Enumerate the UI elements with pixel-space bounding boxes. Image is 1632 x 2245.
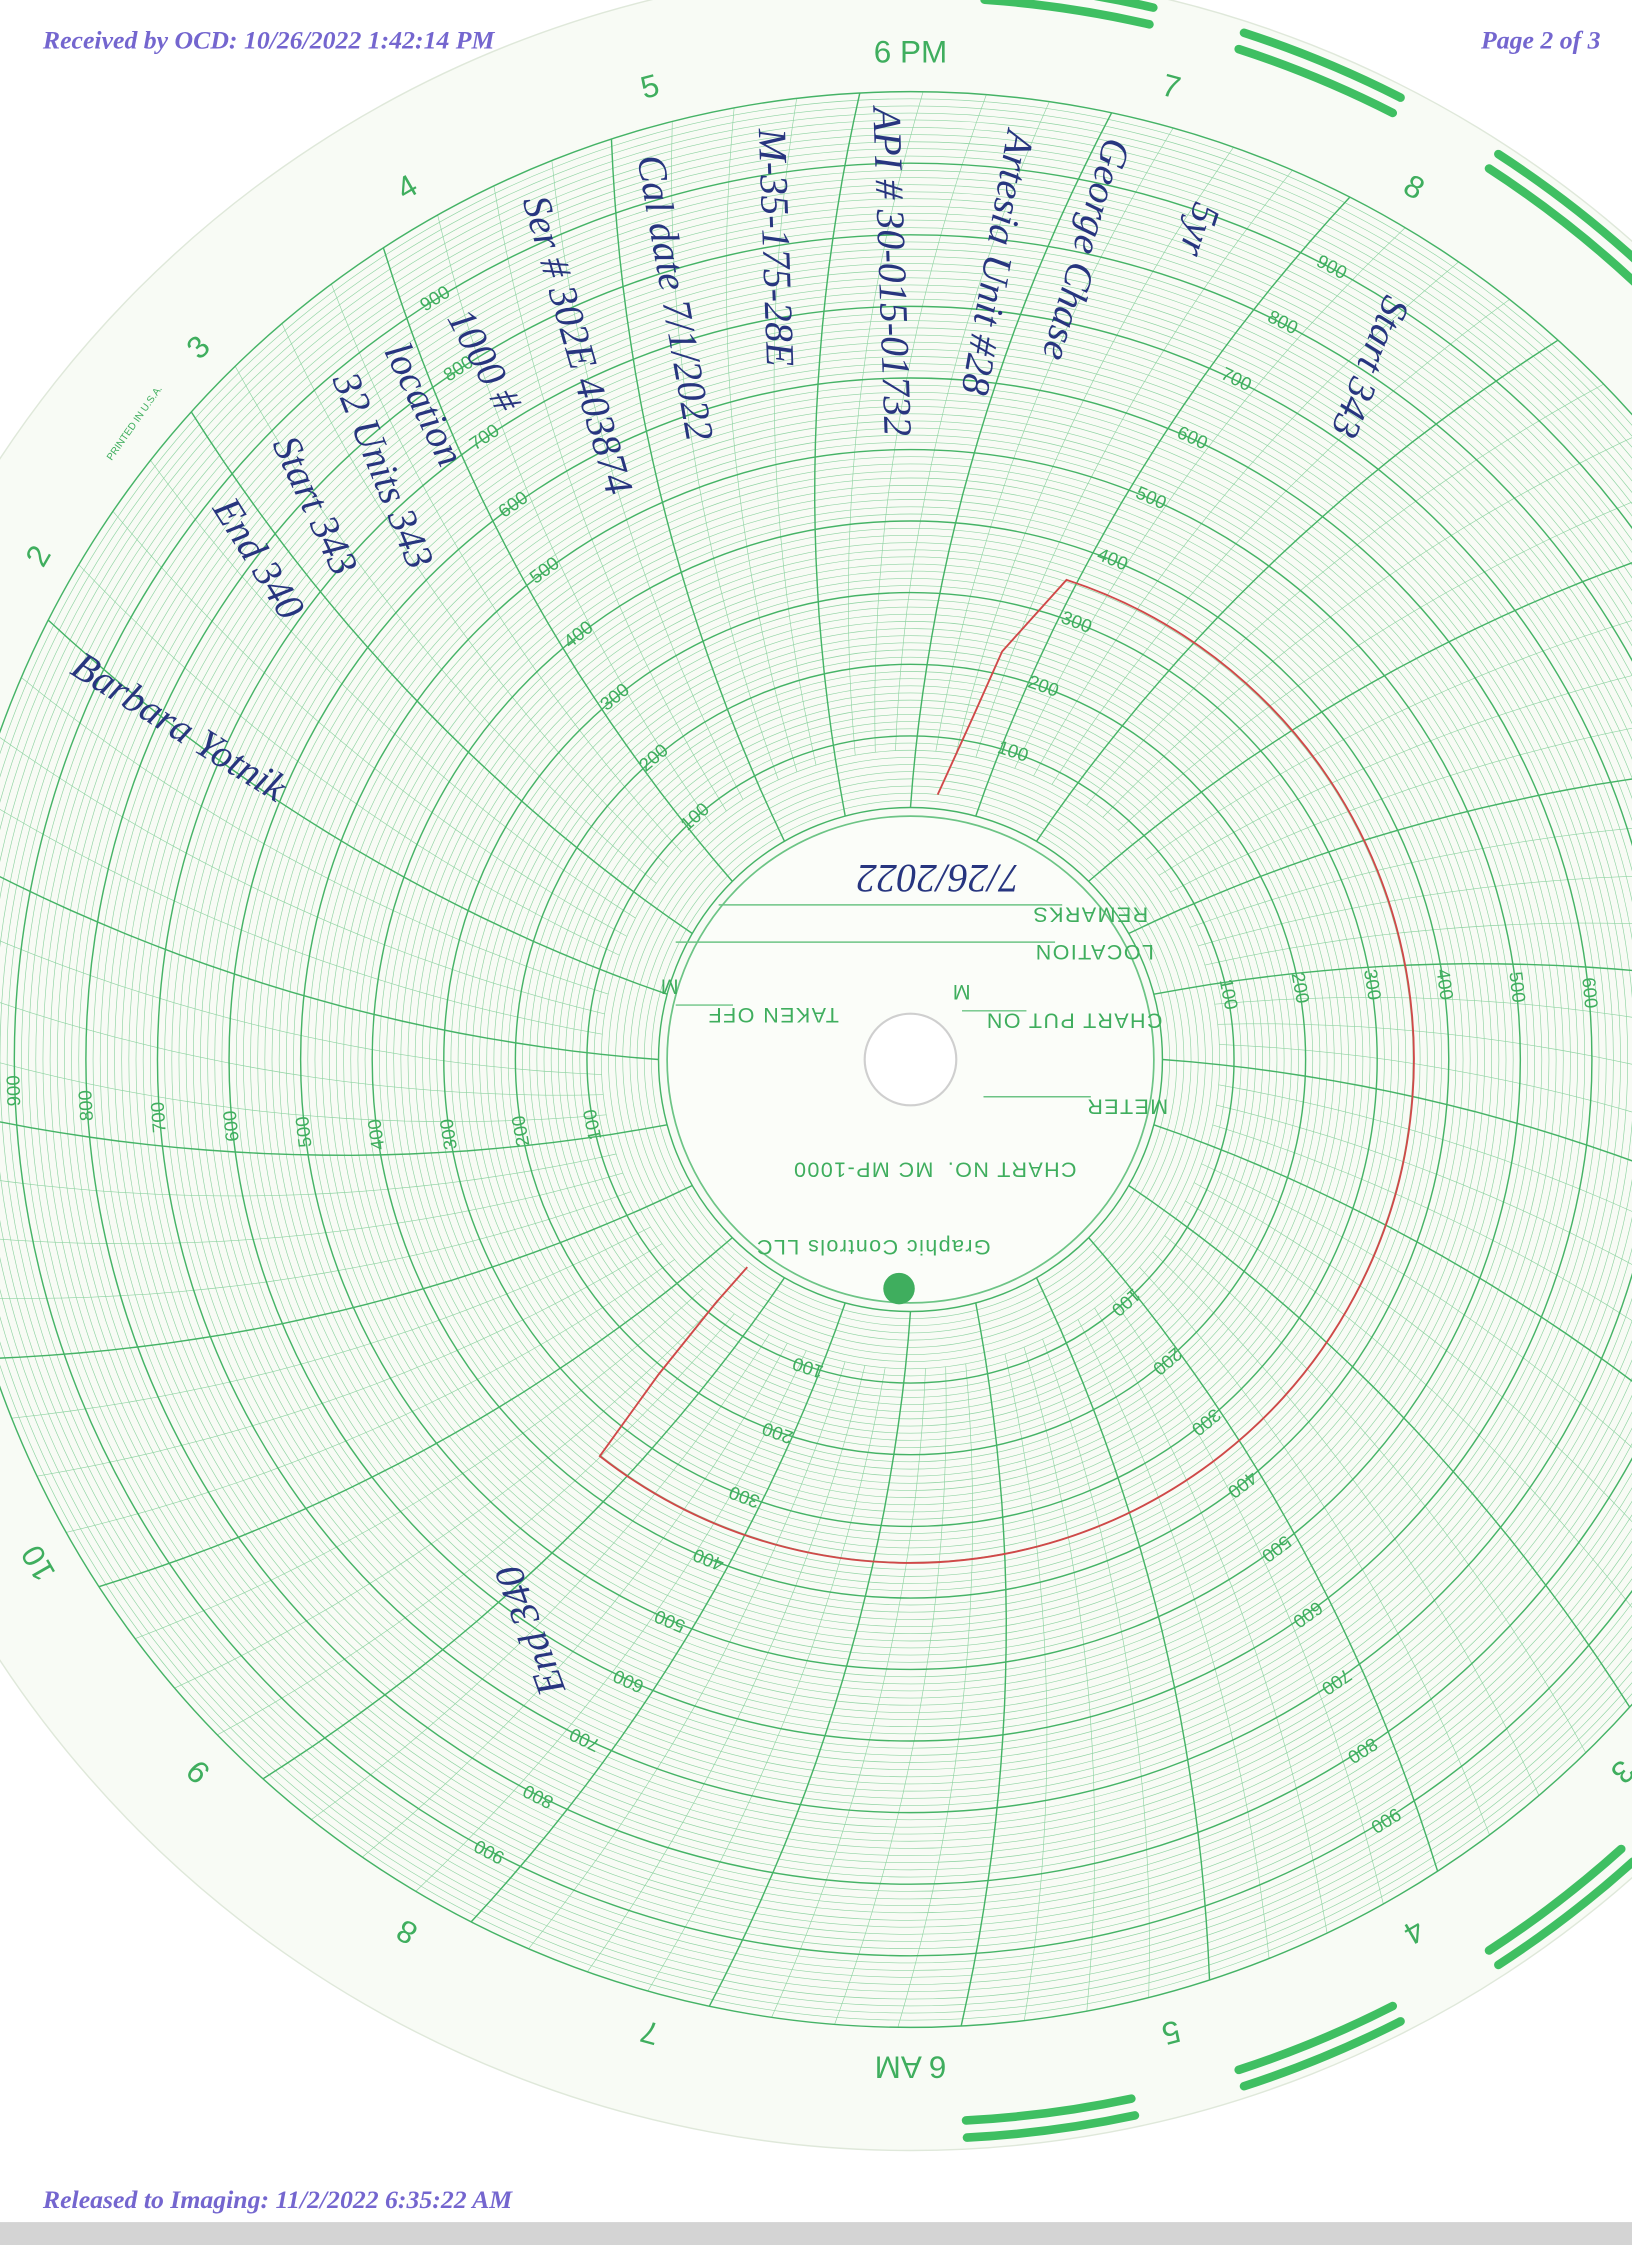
received-stamp: Received by OCD: 10/26/2022 1:42:14 PM: [42, 26, 496, 55]
scale-label: 800: [74, 1090, 97, 1122]
scale-label: 200: [1288, 971, 1314, 1005]
hour-band: [1234, 2001, 1398, 2075]
hour-band: [1494, 1857, 1632, 1970]
chart-grid: [0, 90, 1632, 2029]
hour-band: [962, 2111, 1140, 2142]
pen-trace: [598, 578, 1415, 1564]
m-label: M: [951, 980, 970, 1004]
m-label: M: [659, 974, 678, 998]
hour-band: [1484, 164, 1632, 286]
released-stamp: Released to Imaging: 11/2/2022 6:35:22 A…: [42, 2185, 513, 2214]
scale-label: 400: [1433, 968, 1458, 1002]
scale-label: 300: [435, 1117, 461, 1151]
scale-label: 900: [2, 1075, 24, 1107]
scale-label: 300: [1360, 968, 1386, 1002]
hour-band: [1239, 28, 1405, 102]
handwritten-note: M-35-175-28E: [750, 127, 803, 368]
minor-time-lines: [0, 91, 1632, 2028]
scan-edge: [0, 2222, 1632, 2245]
page-number: Page 2 of 3: [1480, 26, 1601, 55]
hour-band: [1484, 1844, 1626, 1955]
hour-label: 6 AM: [875, 2049, 947, 2085]
maker-logo: [883, 1272, 915, 1305]
center-labels: CHART NO. MC MP-1000 METER CHART PUT ON …: [659, 856, 1168, 1305]
remarks-label: REMARKS: [1032, 903, 1148, 927]
hour-band: [961, 2094, 1136, 2125]
meter-label: METER: [1086, 1095, 1168, 1119]
scale-label: 600: [1578, 976, 1602, 1009]
hour-label: 6 PM: [874, 34, 947, 70]
scale-label: 600: [219, 1110, 243, 1143]
chart-no: MC MP-1000: [793, 1158, 934, 1182]
hour-band: [1494, 149, 1632, 263]
hour-band: [1234, 44, 1398, 118]
location-label: LOCATION: [1034, 940, 1154, 964]
hour-band: [1239, 2017, 1405, 2091]
taken-off-label: TAKEN OFF: [707, 1003, 839, 1027]
hour-band: [1093, 0, 1158, 12]
maker-name: Graphic Controls LLC: [756, 1235, 991, 1259]
center-hole: [863, 1012, 958, 1107]
hour-band: [980, 0, 1154, 29]
scale-label: 700: [146, 1101, 169, 1134]
scale-label: 400: [363, 1118, 388, 1152]
handwritten-date: 7/26/2022: [857, 856, 1020, 901]
chart-put-on-label: CHART PUT ON: [985, 1009, 1162, 1033]
scale-label: 500: [291, 1115, 316, 1148]
hour-bands: [961, 0, 1632, 2142]
chart-no-label: CHART NO.: [946, 1158, 1076, 1182]
major-time-lines: [0, 92, 1632, 2027]
scale-label: 200: [507, 1114, 533, 1148]
scale-label: 500: [1505, 970, 1530, 1003]
